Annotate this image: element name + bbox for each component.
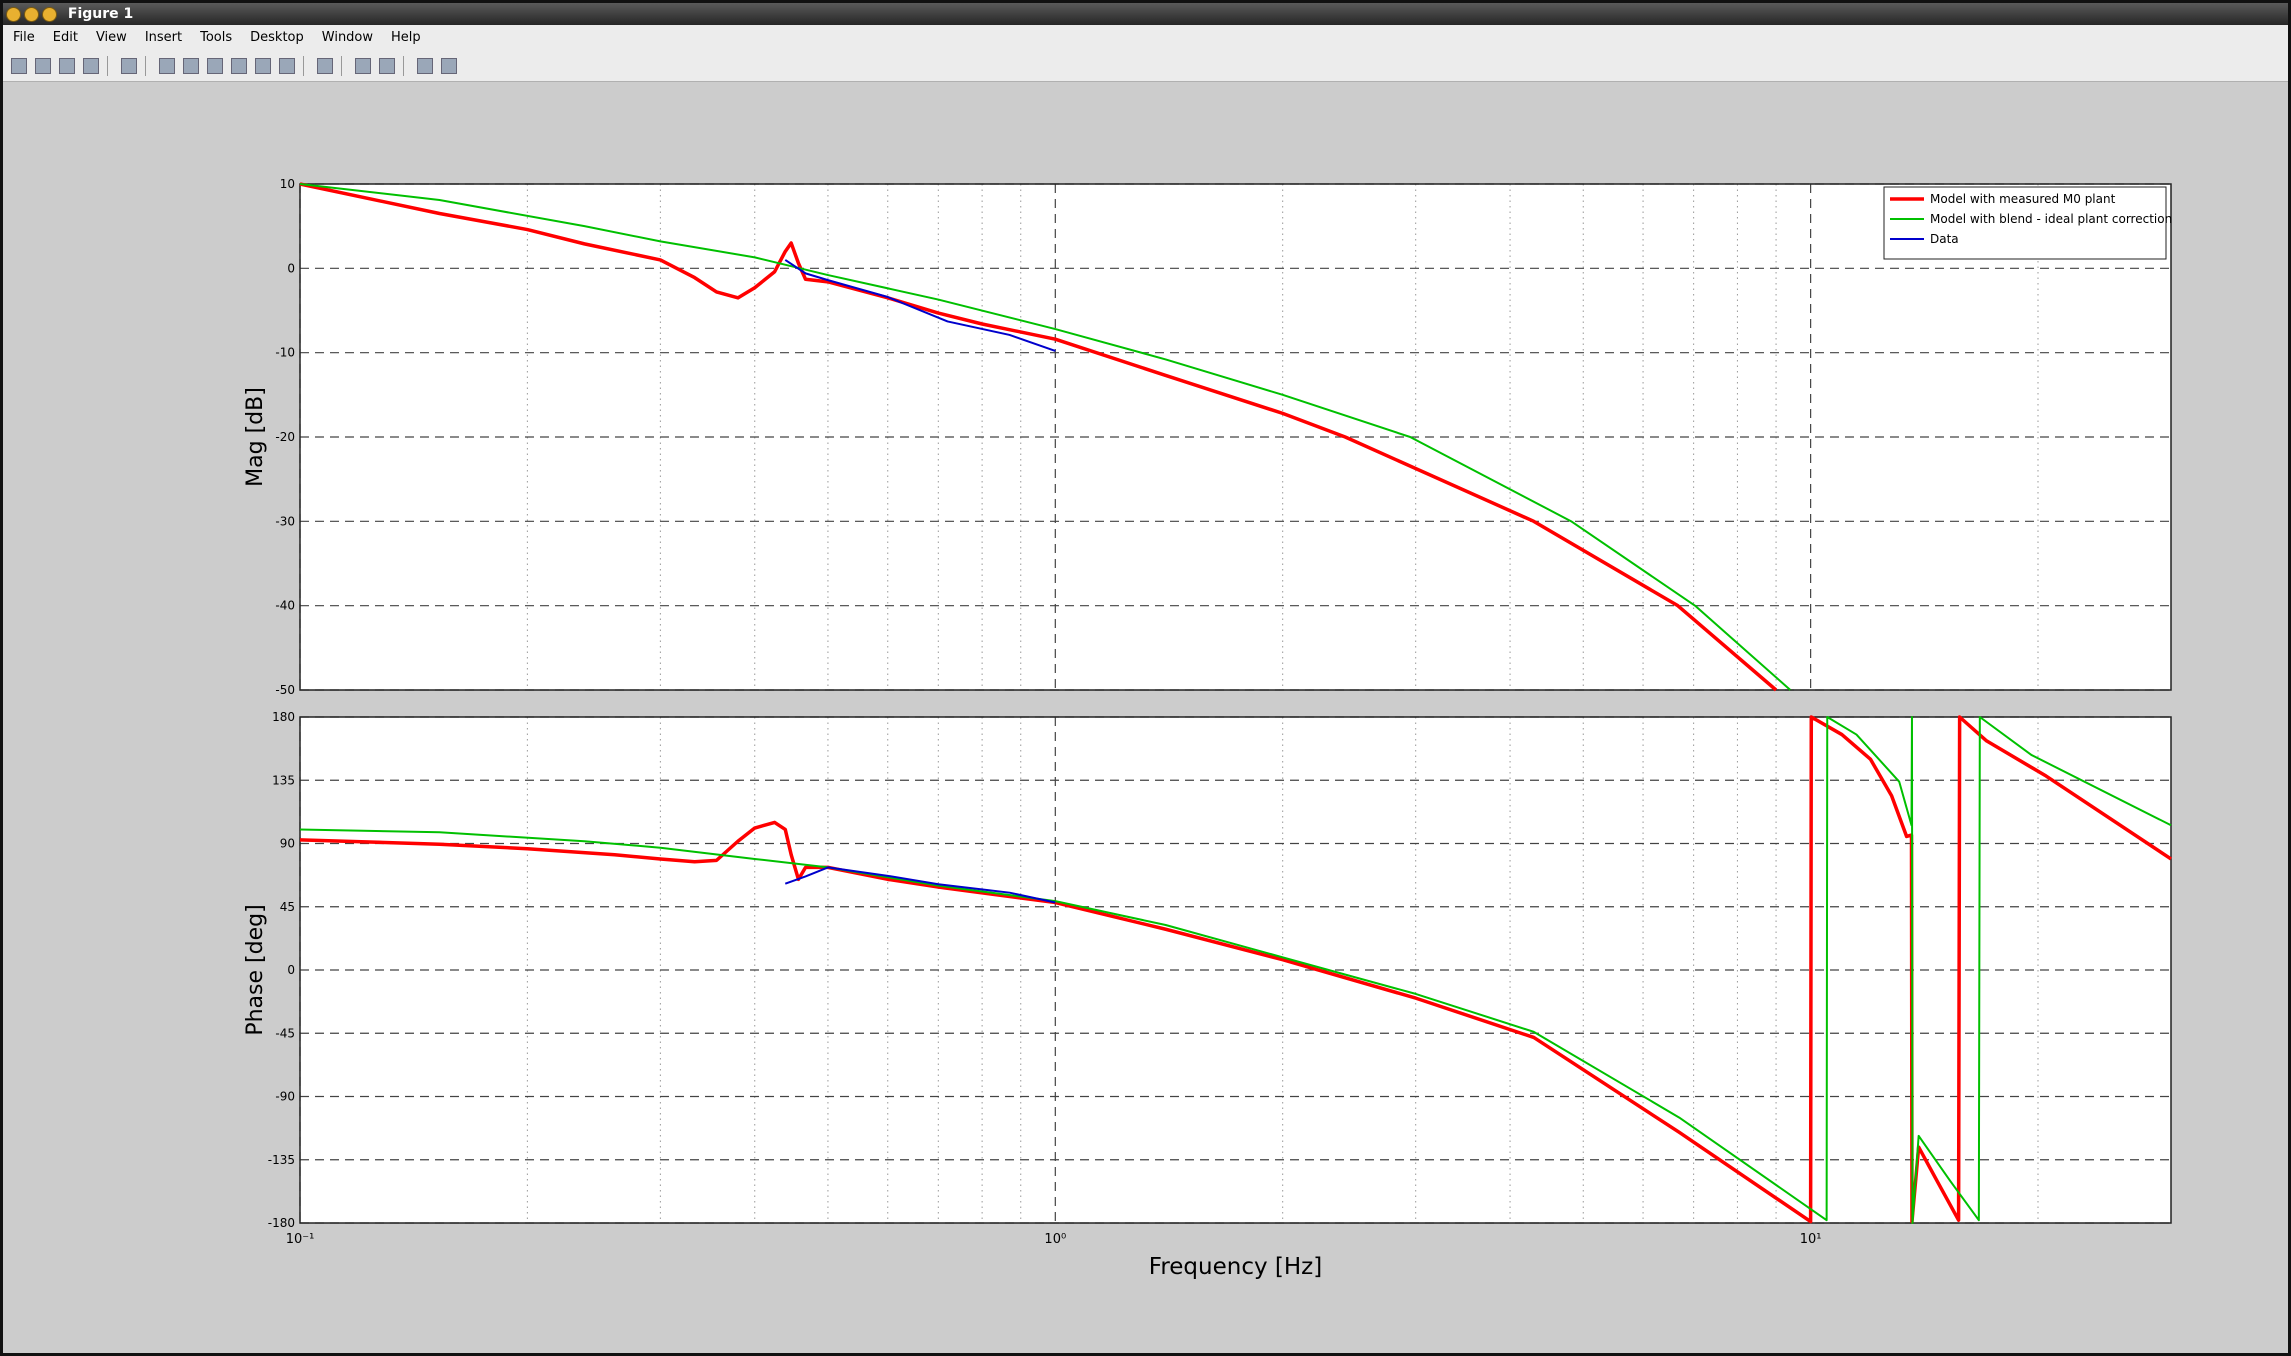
title-bar: Figure 1 — [3, 3, 2288, 25]
menu-item[interactable]: Window — [321, 30, 374, 45]
tool-icon[interactable] — [355, 58, 372, 74]
y-tick-label: -10 — [275, 346, 295, 360]
tool-icon[interactable] — [279, 58, 296, 74]
tool-icon[interactable] — [417, 58, 434, 74]
tool-icon[interactable] — [255, 58, 272, 74]
y-tick-label: -40 — [275, 599, 295, 613]
menu-item[interactable]: Desktop — [250, 30, 304, 45]
y-tick-label: -45 — [275, 1026, 295, 1040]
tool-icon[interactable] — [379, 58, 396, 74]
y-axis-label: Phase [deg] — [243, 904, 268, 1035]
legend-label: Model with measured M0 plant — [1930, 192, 2116, 206]
tool-icon[interactable] — [11, 58, 27, 74]
y-tick-label: 90 — [280, 837, 295, 851]
series-line — [299, 716, 2172, 1224]
menu-bar: File Edit View Insert Tools Desktop Window Help — [3, 25, 2288, 51]
tool-icon[interactable] — [35, 58, 51, 74]
y-tick-label: 0 — [287, 963, 295, 977]
x-tick-label: 10⁻¹ — [286, 1232, 315, 1247]
y-tick-label: -50 — [275, 683, 295, 697]
plot-area: -50 -40 -30 -20 -10 0 10 Mag [dB] Model with mea… — [243, 177, 2172, 1280]
tool-icon[interactable] — [159, 58, 176, 74]
y-tick-label: -20 — [275, 430, 295, 444]
series-line — [784, 259, 1056, 352]
axes-frame — [299, 716, 2172, 1224]
x-axis-label: Frequency [Hz] — [1149, 1254, 1322, 1280]
tool-icon[interactable] — [441, 58, 458, 74]
x-tick-label: 10⁰ — [1044, 1232, 1066, 1247]
y-tick-label: 180 — [272, 710, 295, 724]
toolbar — [3, 51, 2288, 82]
legend-box — [1883, 186, 2167, 260]
series-line — [299, 183, 1791, 691]
tool-icon[interactable] — [59, 58, 75, 74]
menu-item[interactable]: View — [95, 30, 127, 45]
y-axis-label: Mag [dB] — [243, 387, 268, 487]
tool-icon[interactable] — [121, 58, 138, 74]
window-button[interactable] — [24, 7, 39, 22]
y-tick-label: -90 — [275, 1090, 295, 1104]
menu-item[interactable]: Insert — [144, 30, 183, 45]
tool-icon[interactable] — [231, 58, 248, 74]
series-line — [299, 182, 1778, 692]
y-tick-label: 10 — [280, 177, 295, 191]
legend-label: Data — [1930, 232, 1959, 246]
menu-item[interactable]: Help — [391, 30, 421, 45]
tool-icon[interactable] — [317, 58, 334, 74]
menu-item[interactable]: File — [13, 30, 35, 45]
axes-frame — [299, 183, 2172, 691]
tool-icon[interactable] — [207, 58, 224, 74]
y-tick-label: 135 — [272, 773, 295, 787]
menu-item[interactable]: Edit — [52, 30, 78, 45]
menu-item[interactable]: Tools — [200, 30, 233, 45]
y-tick-label: -135 — [268, 1153, 295, 1167]
window-button[interactable] — [6, 7, 21, 22]
y-tick-label: 45 — [280, 900, 295, 914]
tool-icon[interactable] — [183, 58, 200, 74]
window-button[interactable] — [42, 7, 57, 22]
x-tick-label: 10¹ — [1800, 1232, 1822, 1247]
y-tick-label: -180 — [268, 1216, 295, 1230]
window-title: Figure 1 — [67, 6, 134, 22]
series-line — [784, 866, 1056, 904]
y-tick-label: -30 — [275, 514, 295, 528]
legend-label: Model with blend - ideal plant correctio… — [1930, 212, 2172, 226]
y-tick-label: 0 — [287, 261, 295, 275]
tool-icon[interactable] — [83, 58, 99, 74]
